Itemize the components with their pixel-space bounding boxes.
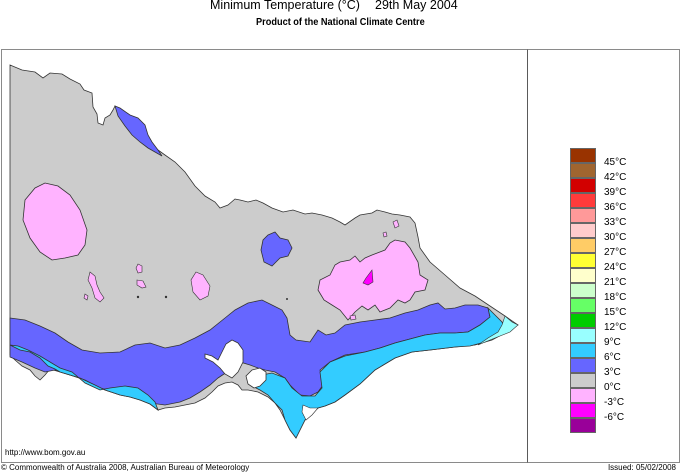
title-text: Minimum Temperature (°C) xyxy=(210,0,360,12)
neg3-spot-h xyxy=(349,314,357,321)
dot-a xyxy=(164,295,168,299)
legend-swatch-30 xyxy=(570,223,596,238)
legend-label-neg6: -6°C xyxy=(604,412,625,423)
westernport-bay xyxy=(245,367,267,389)
wimmera-neg3-zone xyxy=(22,182,88,261)
legend-swatch-45 xyxy=(570,148,596,163)
legend-swatch-42 xyxy=(570,163,596,178)
legend-swatch-below-neg6 xyxy=(570,418,596,433)
central-3c-pocket xyxy=(260,231,293,267)
legend-swatch-6 xyxy=(570,343,596,358)
neg3-spot-d xyxy=(136,279,147,289)
east-6c-band xyxy=(251,306,506,439)
legend-label-36: 36°C xyxy=(604,202,627,213)
legend-swatch-36 xyxy=(570,193,596,208)
legend-label-33: 33°C xyxy=(604,217,627,228)
port-phillip-bay xyxy=(204,339,244,379)
murray-3c-zone xyxy=(114,105,163,157)
legend-swatch-neg3 xyxy=(570,388,596,403)
legend-label-27: 27°C xyxy=(604,247,627,258)
copyright-text: © Commonwealth of Australia 2008, Austra… xyxy=(1,463,250,472)
title-date: 29th May 2004 xyxy=(375,0,458,12)
east-9c-band xyxy=(477,315,519,346)
legend-swatch-12 xyxy=(570,313,596,328)
source-url[interactable]: http://www.bom.gov.au xyxy=(5,448,86,457)
neg3-spot-g xyxy=(382,231,388,238)
neg3-spot-c xyxy=(135,263,143,274)
legend-label-0: 0°C xyxy=(604,382,621,393)
issued-date: Issued: 05/02/2008 xyxy=(607,463,676,472)
dot-c xyxy=(286,298,288,300)
dot-b xyxy=(136,295,140,299)
legend-label-21: 21°C xyxy=(604,277,627,288)
legend-swatch-15 xyxy=(570,298,596,313)
chart-title: Minimum Temperature (°C) 29th May 2004 xyxy=(0,0,680,16)
legend-label-18: 18°C xyxy=(604,292,627,303)
alpine-neg6-zone xyxy=(362,269,374,286)
legend-label-24: 24°C xyxy=(604,262,627,273)
legend-swatch-18 xyxy=(570,283,596,298)
victoria-temperature-map xyxy=(9,64,519,439)
legend-label-6: 6°C xyxy=(604,352,621,363)
legend-label-45: 45°C xyxy=(604,157,627,168)
legend-swatch-21 xyxy=(570,268,596,283)
legend-swatch-0 xyxy=(570,373,596,388)
coastal-6c-band xyxy=(9,344,159,412)
legend-swatch-3 xyxy=(570,358,596,373)
legend-swatch-39 xyxy=(570,178,596,193)
legend-label-15: 15°C xyxy=(604,307,627,318)
neg3-spot-b xyxy=(83,293,89,301)
legend-swatch-9 xyxy=(570,328,596,343)
neg3-spot-e xyxy=(190,271,211,301)
legend-label-3: 3°C xyxy=(604,367,621,378)
legend-label-9: 9°C xyxy=(604,337,621,348)
legend-swatch-neg6 xyxy=(570,403,596,418)
neg3-spot-f xyxy=(392,219,400,229)
neg3-spot-a xyxy=(87,271,105,303)
legend-swatch-33 xyxy=(570,208,596,223)
legend-swatch-27 xyxy=(570,238,596,253)
map-frame xyxy=(1,49,527,463)
legend-label-neg3: -3°C xyxy=(604,397,625,408)
subtitle: Product of the National Climate Centre xyxy=(256,17,425,28)
legend-label-30: 30°C xyxy=(604,232,627,243)
legend-label-42: 42°C xyxy=(604,172,627,183)
legend-swatch-24 xyxy=(570,253,596,268)
legend-label-39: 39°C xyxy=(604,187,627,198)
legend-label-12: 12°C xyxy=(604,322,627,333)
wilsons-prom-bay xyxy=(301,404,319,421)
